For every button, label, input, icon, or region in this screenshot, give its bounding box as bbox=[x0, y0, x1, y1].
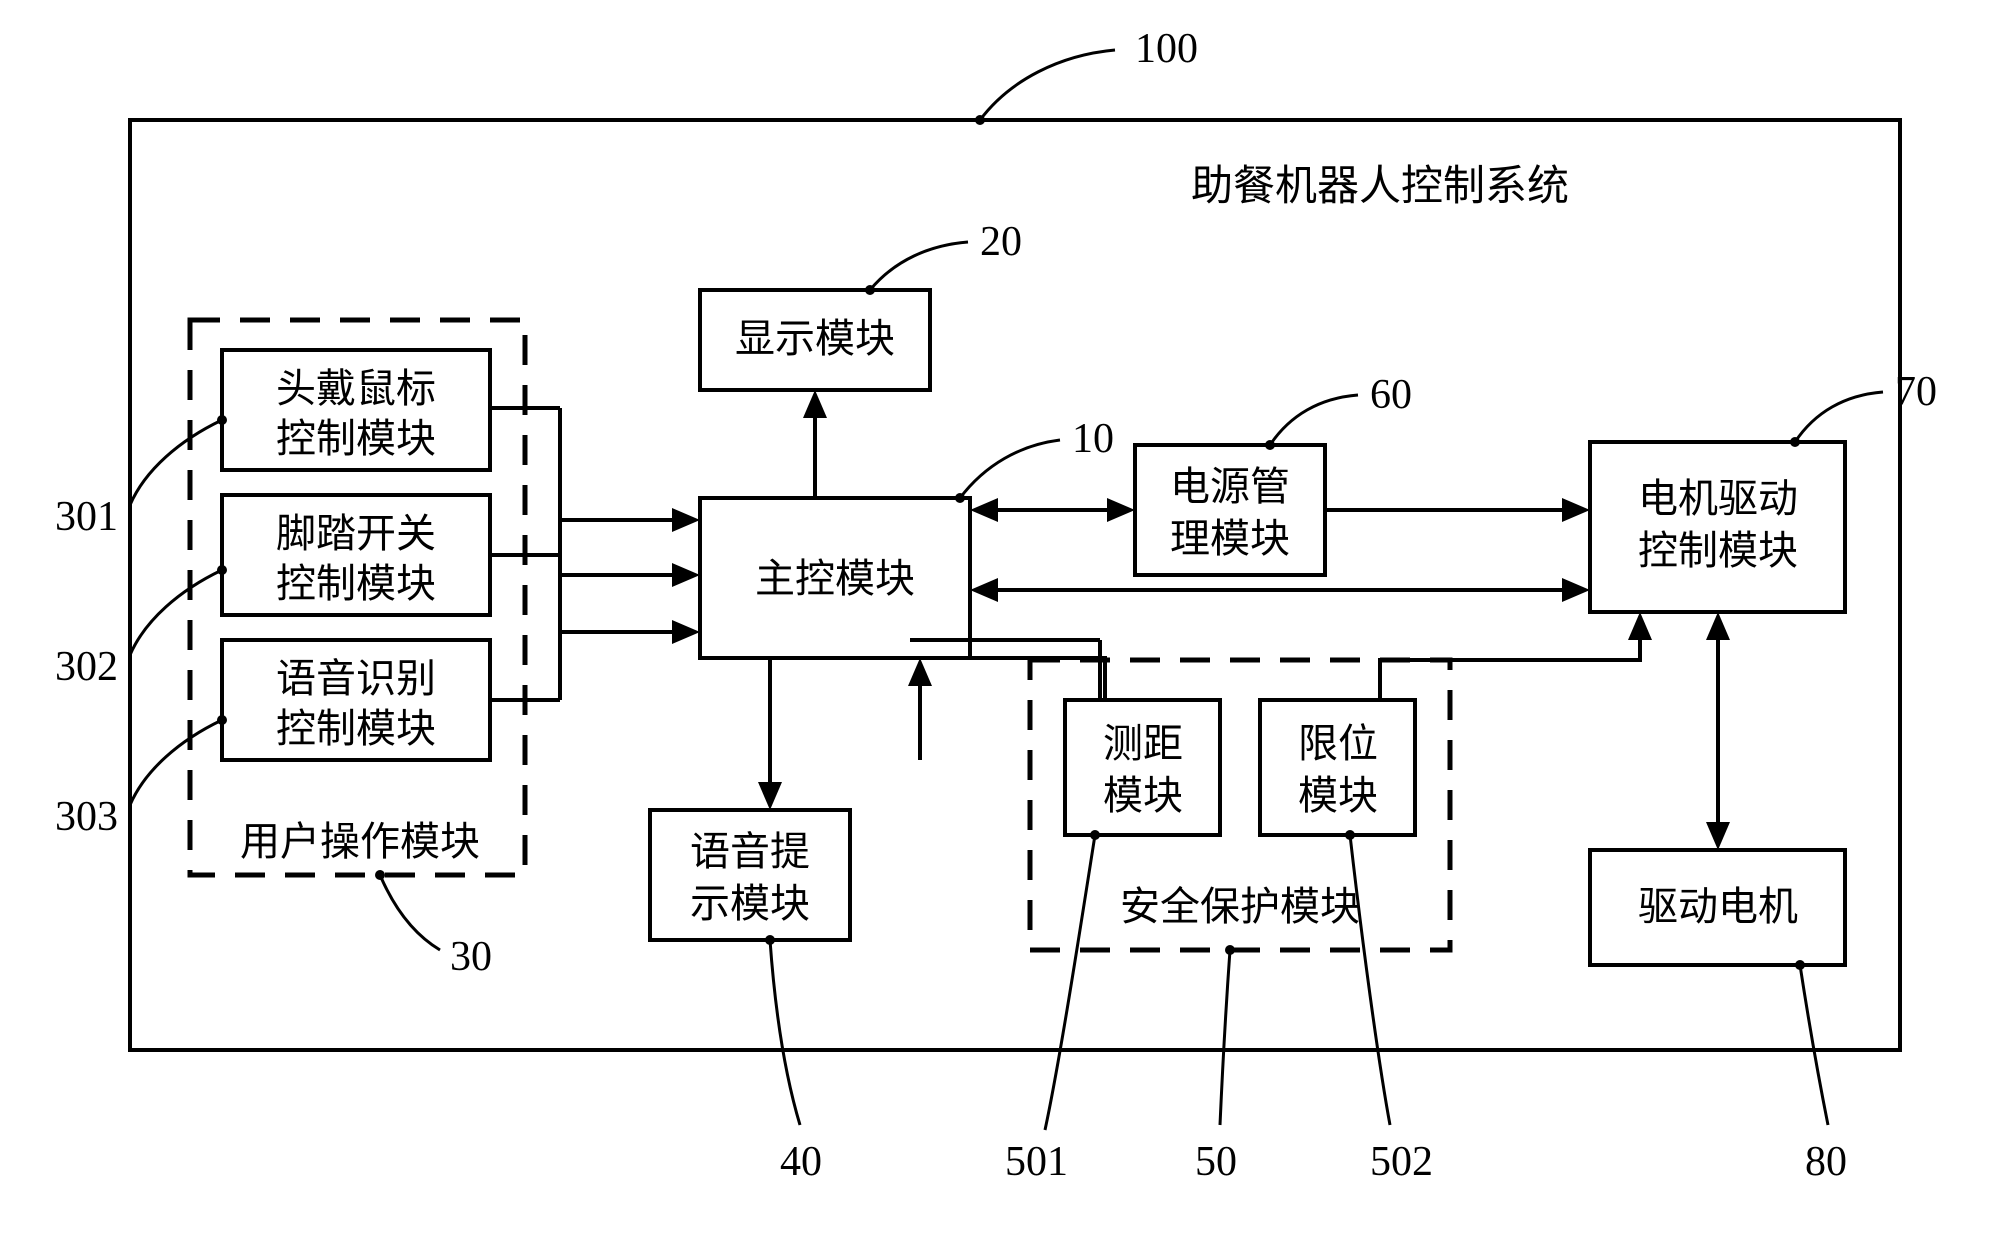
group-30-label: 用户操作模块 bbox=[240, 819, 480, 864]
block-10-line1: 主控模块 bbox=[755, 556, 915, 601]
block-502-line2: 模块 bbox=[1298, 773, 1378, 818]
ref-70: 70 bbox=[1895, 369, 1937, 415]
ref-100: 100 bbox=[1135, 26, 1198, 72]
ref-302: 302 bbox=[55, 644, 118, 690]
leader-60 bbox=[1270, 395, 1358, 445]
leader-30 bbox=[380, 875, 440, 950]
block-80-line1: 驱动电机 bbox=[1638, 884, 1798, 929]
arrow-10-60-l bbox=[970, 498, 998, 522]
arrow-10-20 bbox=[803, 390, 827, 418]
leader-50 bbox=[1220, 950, 1230, 1125]
block-303-line1: 语音识别 bbox=[276, 656, 436, 701]
block-20-line1: 显示模块 bbox=[735, 316, 895, 361]
block-502-line1: 限位 bbox=[1298, 721, 1378, 766]
leader-70 bbox=[1795, 392, 1883, 442]
leader-501 bbox=[1045, 835, 1095, 1130]
block-70-line2: 控制模块 bbox=[1638, 528, 1798, 573]
leader-502 bbox=[1350, 835, 1390, 1125]
group-50-label: 安全保护模块 bbox=[1120, 884, 1360, 929]
edge-70-80 bbox=[1706, 612, 1730, 850]
block-303-line2: 控制模块 bbox=[276, 706, 436, 751]
block-301-line2: 控制模块 bbox=[276, 416, 436, 461]
arrow-into-10a bbox=[672, 508, 700, 532]
edge-502-to-70 bbox=[1380, 612, 1652, 700]
leader-302 bbox=[130, 570, 222, 655]
ref-40: 40 bbox=[780, 1139, 822, 1185]
leader-100 bbox=[980, 50, 1115, 120]
block-70-line1: 电机驱动 bbox=[1638, 476, 1798, 521]
block-70 bbox=[1590, 442, 1845, 612]
ref-30: 30 bbox=[450, 934, 492, 980]
block-302-line2: 控制模块 bbox=[276, 561, 436, 606]
ref-301: 301 bbox=[55, 494, 118, 540]
arrow-into-10b bbox=[672, 563, 700, 587]
ref-80: 80 bbox=[1805, 1139, 1847, 1185]
ref-502: 502 bbox=[1370, 1139, 1433, 1185]
block-501-line2: 模块 bbox=[1103, 773, 1183, 818]
leader-303 bbox=[130, 720, 222, 805]
block-40-line1: 语音提 bbox=[690, 829, 810, 874]
block-301-line1: 头戴鼠标 bbox=[276, 366, 436, 411]
arrow-into-10c bbox=[672, 620, 700, 644]
arrow-10-40 bbox=[758, 782, 782, 810]
ref-501: 501 bbox=[1005, 1139, 1068, 1185]
block-60-line2: 理模块 bbox=[1170, 516, 1290, 561]
ref-60: 60 bbox=[1370, 372, 1412, 418]
leader-100-dot bbox=[975, 115, 985, 125]
leader-40 bbox=[770, 940, 800, 1125]
block-60-line1: 电源管 bbox=[1170, 464, 1290, 509]
arrow-10-70-r bbox=[1562, 578, 1590, 602]
ref-20: 20 bbox=[980, 219, 1022, 265]
arrow-60-70 bbox=[1562, 498, 1590, 522]
leader-301 bbox=[130, 420, 222, 505]
block-40-line2: 示模块 bbox=[690, 881, 810, 926]
system-title: 助餐机器人控制系统 bbox=[1191, 164, 1569, 210]
arrow-10-60-r bbox=[1107, 498, 1135, 522]
block-302-line1: 脚踏开关 bbox=[276, 511, 436, 556]
leader-10 bbox=[960, 440, 1060, 498]
leader-80 bbox=[1800, 965, 1828, 1125]
ref-10: 10 bbox=[1072, 416, 1114, 462]
arrow-10-70-l bbox=[970, 578, 998, 602]
block-501-line1: 测距 bbox=[1103, 721, 1183, 766]
edge-501-to-10 bbox=[908, 658, 1105, 760]
ref-50: 50 bbox=[1195, 1139, 1237, 1185]
ref-303: 303 bbox=[55, 794, 118, 840]
leader-20 bbox=[870, 242, 968, 290]
